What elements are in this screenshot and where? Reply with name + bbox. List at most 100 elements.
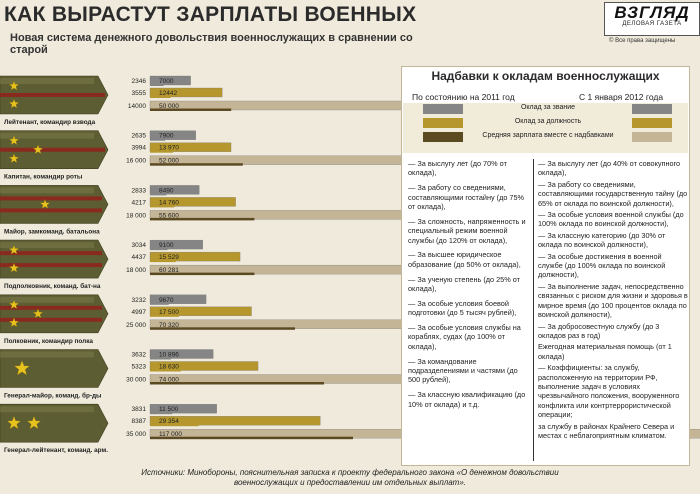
- new-bonus-item: — За работу со сведениями, составляющими…: [538, 179, 688, 208]
- old-bonuses-list: — За выслугу лет (до 70% от оклада), — За…: [408, 159, 526, 414]
- legend-item-rank: Оклад за звание: [403, 103, 688, 115]
- old-bonus-item: — За работу со сведениями, составляющими…: [408, 183, 525, 212]
- value-label-old: 18 000: [126, 267, 146, 274]
- strap-highlight: [0, 351, 94, 358]
- value-label-new: 14 760: [159, 199, 179, 206]
- column-new-heading: С 1 января 2012 года: [579, 92, 664, 102]
- bar-new-position: [149, 142, 232, 152]
- value-label-new: 70 320: [159, 322, 179, 329]
- old-bonus-item: — За особые условия боевой подготовки (д…: [408, 298, 517, 318]
- shoulder-strap: [0, 403, 109, 443]
- legend: Оклад за звание Оклад за должность Средн…: [403, 103, 688, 153]
- bar-old-position: [150, 150, 174, 153]
- page-subtitle: Новая система денежного довольствия воен…: [10, 32, 413, 56]
- column-divider: [533, 159, 534, 461]
- value-label-new: 60 281: [159, 267, 179, 274]
- legend-item-total: Средняя зарплата вместе с надбавками: [403, 131, 688, 143]
- new-bonus-item: — За особые условия военной службы (до 1…: [538, 210, 684, 229]
- rank-label: Майор, замкоманд. батальона: [4, 227, 100, 235]
- legend-swatch-total-new: [632, 132, 672, 142]
- bar-old-total: [150, 382, 324, 385]
- bar-new-rank: [149, 75, 191, 86]
- old-bonus-item: — За ученую степень (до 25% от оклада),: [408, 274, 520, 294]
- new-bonus-item: — Коэффициенты: за службу, расположенную…: [538, 363, 680, 420]
- legend-label-position: Оклад за должность: [514, 118, 582, 125]
- rank-star: [32, 308, 44, 319]
- value-label-new: 7900: [159, 133, 174, 140]
- strap-stripe: [0, 263, 102, 268]
- new-bonus-item: за службу в районах Крайнего Севера и ме…: [538, 421, 675, 440]
- value-label-old: 4997: [132, 309, 147, 316]
- bar-old-position: [150, 259, 176, 263]
- value-label-new: 13 970: [159, 145, 179, 152]
- rank-star: [8, 244, 20, 255]
- strap-highlight: [0, 132, 94, 139]
- strap-stripe: [0, 305, 102, 310]
- bar-new-position: [149, 361, 259, 371]
- copyright-note: © Все права защищены: [609, 38, 676, 44]
- strap-stripe: [0, 251, 102, 256]
- new-bonus-item: — За добросовестную службу (до 3 окладов…: [538, 321, 660, 340]
- logo-subtitle: ДЕЛОВАЯ ГАЗЕТА: [622, 21, 682, 27]
- legend-swatch-position-new: [632, 118, 672, 128]
- bar-new-position: [149, 197, 236, 207]
- bar-new-rank: [149, 185, 200, 195]
- strap-stripe: [0, 208, 102, 213]
- legend-label-total: Средняя зарплата вместе с надбавками: [482, 132, 614, 139]
- bar-new-rank: [149, 130, 196, 140]
- value-label-new: 15 529: [159, 254, 179, 261]
- value-label-new: 74 000: [159, 377, 179, 384]
- publisher-logo: ВЗГЛЯД ДЕЛОВАЯ ГАЗЕТА: [604, 2, 700, 36]
- value-label-old: 3034: [132, 242, 147, 249]
- value-label-old: 8387: [132, 418, 147, 425]
- rank-star: [26, 415, 42, 430]
- new-bonus-item: — За классную категорию (до 30% от оклад…: [538, 230, 666, 250]
- new-bonus-item: — За особые достижения в военной службе …: [538, 251, 666, 280]
- rank-label: Генерал-майор, команд. бр-ды: [4, 392, 102, 400]
- strap-highlight: [0, 296, 94, 303]
- bar-old-position: [150, 314, 179, 317]
- bar-old-total: [150, 163, 243, 166]
- strap-stripe: [0, 317, 102, 322]
- bar-old-rank: [150, 411, 173, 415]
- value-label-old: 3632: [132, 352, 147, 359]
- rank-star: [8, 299, 20, 310]
- panel-title: Надбавки к окладам военнослужащих: [431, 69, 660, 83]
- new-bonus-item: — За выслугу лет (до 40% от совокупного …: [538, 159, 681, 178]
- value-label-old: 14000: [128, 103, 146, 110]
- bar-old-rank: [150, 357, 172, 360]
- value-label-new: 7000: [159, 78, 174, 85]
- new-bonus-item: Ежегодная материальная помощь (от 1 окла…: [538, 342, 672, 361]
- source-note: Источники: Минобороны, пояснительная зап…: [141, 468, 559, 487]
- legend-label-rank: Оклад за звание: [520, 104, 576, 111]
- bar-new-rank: [149, 404, 217, 414]
- rank-star: [32, 144, 44, 155]
- strap-stripe: [0, 93, 105, 97]
- bar-new-position: [149, 87, 223, 98]
- rank-label: Подполковник, команд. бат-на: [4, 282, 101, 290]
- bar-old-rank: [150, 83, 164, 86]
- value-label-old: 3555: [132, 90, 147, 97]
- rank-star: [8, 153, 20, 164]
- bonuses-panel: Надбавки к окладам военнослужащих По сос…: [401, 66, 690, 466]
- value-label-new: 8490: [159, 187, 174, 194]
- bar-old-position: [150, 423, 199, 427]
- value-label-old: 4217: [132, 199, 147, 206]
- rank-star: [8, 317, 20, 328]
- value-label-new: 12442: [159, 90, 177, 97]
- shoulder-strap: [0, 294, 109, 334]
- value-label-new: 11 500: [159, 406, 179, 413]
- bar-new-rank: [149, 294, 207, 304]
- rank-star: [8, 98, 20, 109]
- value-label-old: 3831: [132, 406, 147, 413]
- rank-label: Генерал-лейтенант, команд. арм.: [4, 446, 108, 454]
- value-label-new: 117 000: [159, 431, 182, 438]
- bar-new-rank: [149, 239, 203, 250]
- value-label-old: 3994: [132, 145, 147, 152]
- logo-name: ВЗГЛЯД: [614, 3, 690, 22]
- strap-highlight: [0, 78, 94, 84]
- column-old-heading: По состоянию на 2011 год: [412, 92, 515, 102]
- bar-new-rank: [149, 349, 214, 359]
- bar-old-rank: [150, 192, 167, 196]
- strap-stripe: [0, 196, 102, 201]
